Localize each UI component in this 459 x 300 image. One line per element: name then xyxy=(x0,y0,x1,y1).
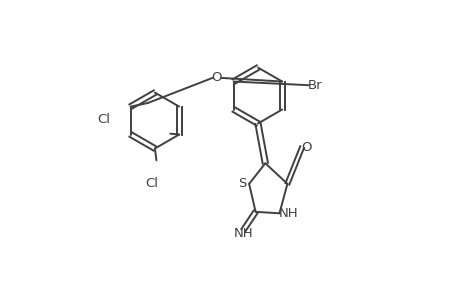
Text: O: O xyxy=(301,141,311,154)
Text: Cl: Cl xyxy=(97,112,110,126)
Text: O: O xyxy=(211,71,222,84)
Text: Br: Br xyxy=(308,79,322,92)
Text: NH: NH xyxy=(278,207,297,220)
Text: S: S xyxy=(238,177,246,190)
Text: NH: NH xyxy=(233,227,252,240)
Text: Cl: Cl xyxy=(145,177,158,190)
